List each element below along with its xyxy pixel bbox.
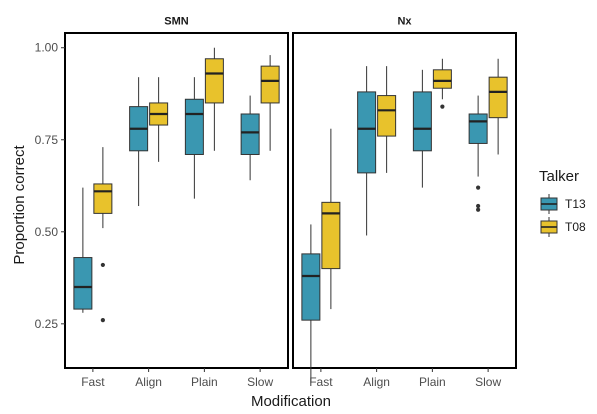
box-t13-nx-fast — [301, 224, 321, 383]
box-iqr — [73, 257, 93, 310]
box-iqr — [301, 253, 321, 321]
facet-panels: SMN Nx — [64, 16, 517, 369]
legend-title: Talker — [539, 168, 579, 185]
x-tick-label: Align — [135, 375, 162, 389]
box-iqr — [412, 91, 432, 152]
panel-border — [292, 32, 517, 369]
box-iqr — [488, 76, 508, 119]
outlier-point — [476, 203, 481, 209]
x-tick-label: Slow — [247, 375, 273, 389]
legend: Talker T13 T08 — [539, 168, 586, 237]
box-t13-smn-slow — [240, 95, 260, 181]
box-t13-nx-align — [357, 66, 377, 236]
legend-entry-t13: T13 — [540, 194, 586, 214]
y-axis-title: Proportion correct — [11, 145, 28, 265]
facet-label: Nx — [397, 16, 412, 28]
box-t08-smn-fast — [93, 147, 113, 323]
y-tick-label: 1.00 — [35, 41, 59, 55]
box-t08-smn-align — [149, 77, 169, 162]
box-t13-smn-fast — [73, 187, 93, 313]
legend-label: T13 — [565, 197, 586, 211]
box-iqr — [377, 95, 397, 137]
legend-entry-t08: T08 — [540, 217, 586, 237]
box-iqr — [321, 201, 341, 270]
box-iqr — [432, 69, 452, 89]
box-marks — [73, 47, 508, 383]
x-tick-label: Slow — [475, 375, 501, 389]
legend-label: T08 — [565, 220, 586, 234]
x-axis-title: Modification — [251, 393, 331, 409]
box-iqr — [468, 113, 488, 144]
panel-border — [64, 32, 289, 369]
axes: Fast Align Plain Slow Fast Align Plain Slow 0.25… — [35, 41, 502, 389]
x-tick-label: Plain — [191, 375, 218, 389]
box-iqr — [93, 183, 113, 214]
y-tick-label: 0.25 — [35, 317, 59, 331]
outlier-point — [100, 262, 105, 268]
box-iqr — [240, 113, 260, 155]
x-tick-label: Align — [363, 375, 390, 389]
outlier-point — [440, 104, 445, 109]
box-iqr — [357, 91, 377, 174]
box-t13-nx-plain — [412, 69, 432, 188]
box-t13-smn-align — [129, 77, 149, 207]
box-t08-nx-plain — [432, 58, 452, 109]
x-tick-label: Plain — [419, 375, 446, 389]
box-t08-nx-slow — [488, 58, 508, 155]
box-t08-smn-plain — [204, 47, 224, 151]
box-iqr — [184, 98, 204, 155]
y-tick-label: 0.75 — [35, 133, 59, 147]
box-t08-nx-fast — [321, 128, 341, 310]
outlier-point — [476, 185, 481, 190]
y-tick-label: 0.50 — [35, 225, 59, 239]
outlier-point — [476, 207, 481, 212]
x-tick-label: Fast — [309, 375, 333, 389]
box-t08-nx-align — [377, 66, 397, 173]
box-t08-smn-slow — [260, 55, 280, 151]
facet-label: SMN — [164, 16, 189, 28]
outlier-point — [100, 318, 105, 323]
box-t13-nx-slow — [468, 95, 488, 212]
box-t13-smn-plain — [184, 77, 204, 199]
x-tick-label: Fast — [81, 375, 105, 389]
box-iqr — [260, 65, 280, 104]
box-iqr — [204, 58, 224, 104]
